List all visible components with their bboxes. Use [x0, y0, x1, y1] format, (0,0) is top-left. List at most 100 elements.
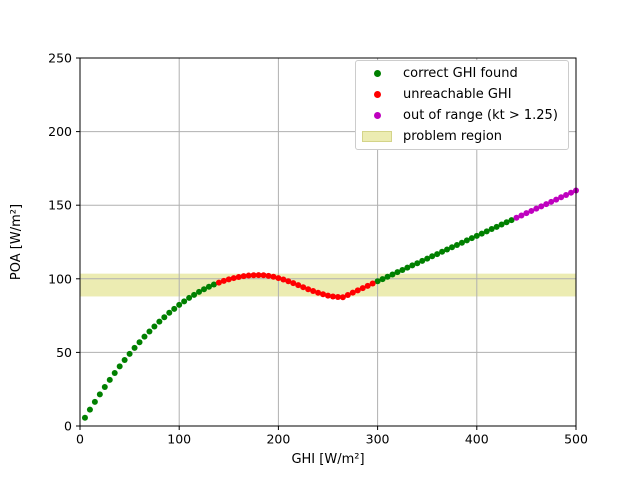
data-point [305, 286, 312, 293]
x-tick-label: 300 [366, 432, 390, 447]
data-point [270, 273, 277, 280]
data-point [295, 282, 302, 289]
data-point [444, 246, 451, 253]
data-point [553, 196, 560, 203]
data-point [86, 406, 93, 413]
legend-label: correct GHI found [403, 66, 518, 81]
data-point [463, 237, 470, 244]
data-point [131, 344, 138, 351]
data-point [166, 309, 173, 316]
data-point [220, 277, 227, 284]
legend-item: out of range (kt > 1.25) [360, 109, 562, 122]
legend-item: unreachable GHI [360, 88, 562, 101]
data-point [429, 253, 436, 260]
data-point [126, 350, 133, 357]
legend-marker-box [360, 91, 394, 98]
data-point [563, 192, 570, 199]
scatter-layer [81, 187, 579, 421]
legend-label: unreachable GHI [403, 87, 512, 102]
data-point [483, 228, 490, 235]
data-point [394, 269, 401, 276]
data-point [364, 282, 371, 289]
data-point [250, 272, 257, 279]
y-tick-label: 100 [48, 271, 72, 286]
data-point [518, 212, 525, 219]
data-point [111, 370, 118, 377]
data-point [210, 281, 217, 288]
legend-marker-box [360, 112, 394, 119]
data-point [449, 244, 455, 251]
y-tick-label: 150 [48, 198, 72, 213]
data-point [334, 294, 341, 301]
data-point [205, 283, 212, 290]
data-point [508, 217, 515, 224]
data-point [156, 318, 163, 325]
data-point [453, 241, 460, 248]
data-point [528, 207, 535, 214]
legend-dot-marker [373, 91, 381, 98]
data-point [176, 301, 183, 308]
data-point [141, 333, 148, 340]
y-tick-label: 0 [64, 419, 72, 434]
data-point [468, 235, 475, 242]
x-tick-label: 500 [564, 432, 588, 447]
data-point [568, 189, 575, 196]
data-point [285, 278, 292, 285]
data-point [235, 274, 242, 281]
legend-marker-box [360, 70, 394, 77]
data-point [215, 279, 222, 286]
data-point [290, 280, 297, 287]
data-point [230, 275, 237, 282]
data-point [225, 276, 232, 283]
data-point [434, 251, 441, 258]
data-point [121, 357, 128, 364]
data-point [503, 219, 510, 226]
data-point [543, 201, 550, 208]
data-point [275, 275, 282, 282]
data-point [116, 363, 123, 370]
x-axis-label: GHI [W/m²] [291, 452, 364, 467]
y-axis-label: POA [W/m²] [9, 204, 24, 280]
legend-patch-marker [362, 131, 392, 142]
data-point [146, 328, 153, 335]
data-point [498, 221, 505, 228]
data-point [439, 248, 446, 255]
x-tick-label: 400 [465, 432, 489, 447]
data-point [240, 273, 247, 280]
data-point [399, 266, 406, 273]
data-point [136, 339, 143, 346]
data-point [538, 203, 545, 210]
data-point [523, 210, 530, 217]
legend-label: out of range (kt > 1.25) [403, 108, 558, 123]
data-point [161, 314, 168, 321]
data-point [379, 276, 386, 283]
data-point [354, 287, 361, 294]
data-point [389, 271, 396, 278]
data-point [91, 398, 98, 405]
data-point [101, 383, 108, 390]
legend-dot-marker [373, 70, 381, 77]
data-point [310, 288, 317, 295]
plot-border [79, 57, 577, 427]
data-point [280, 276, 287, 283]
data-point [419, 257, 426, 264]
data-point [265, 272, 272, 279]
data-point [245, 272, 252, 279]
data-point [533, 205, 540, 212]
data-point [151, 323, 158, 330]
data-point [320, 291, 327, 298]
data-point [548, 198, 555, 205]
data-point [201, 286, 207, 293]
legend: correct GHI found unreachable GHI out of r… [355, 60, 569, 150]
axes-layer: 0 100 200 300 400 500 0 50 100 150 200 250 [48, 51, 588, 447]
x-tick-label: 100 [167, 432, 191, 447]
data-point [384, 273, 391, 280]
data-point [369, 280, 376, 287]
data-point [344, 291, 351, 298]
y-tick-label: 200 [48, 124, 72, 139]
data-point [191, 291, 198, 298]
x-tick-label: 0 [76, 432, 84, 447]
data-point [171, 305, 178, 312]
